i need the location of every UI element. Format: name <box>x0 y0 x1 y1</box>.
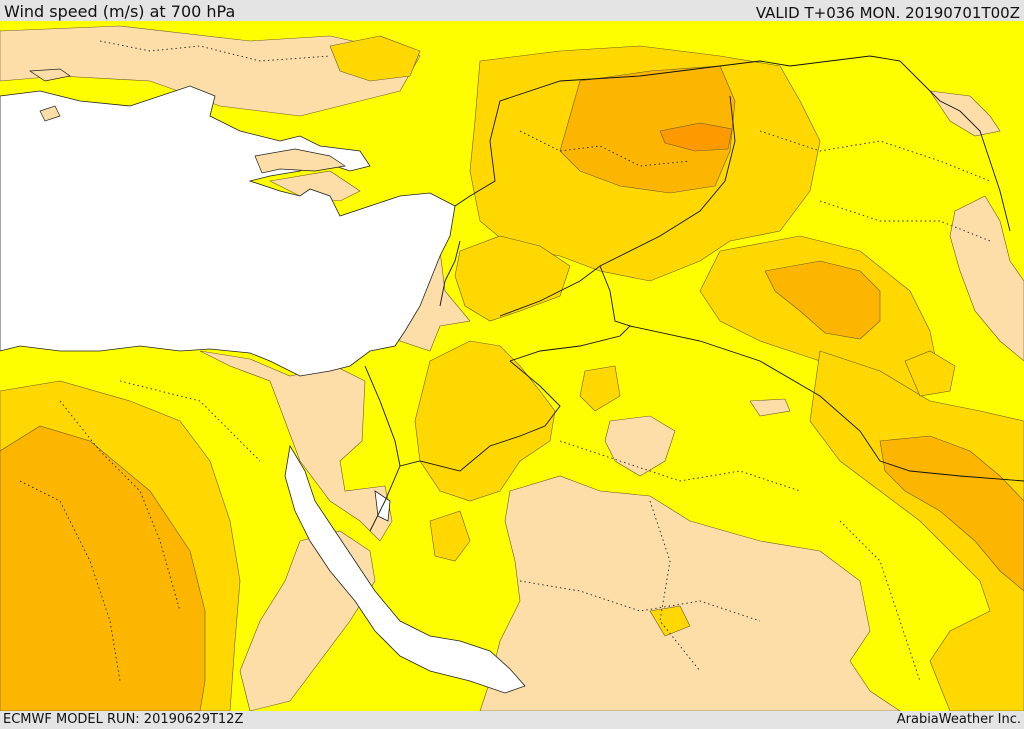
wind-speed-map[interactable] <box>0 21 1024 711</box>
map-footer: ECMWF MODEL RUN: 20190629T12Z ArabiaWeat… <box>0 711 1024 729</box>
valid-time-label: VALID T+036 MON. 20190701T00Z <box>755 4 1020 22</box>
credit-label: ArabiaWeather Inc. <box>896 712 1021 727</box>
high-speed-areas <box>0 65 1024 711</box>
very-high-speed-areas <box>659 122 733 152</box>
map-title: Wind speed (m/s) at 700 hPa <box>4 2 236 21</box>
model-run-label: ECMWF MODEL RUN: 20190629T12Z <box>3 712 244 727</box>
map-canvas <box>0 21 1024 711</box>
country-borders <box>364 55 1024 532</box>
islands <box>28 68 346 174</box>
map-header: Wind speed (m/s) at 700 hPa VALID T+036 … <box>0 0 1024 22</box>
province-boundaries <box>19 40 991 682</box>
sea-areas <box>0 85 526 694</box>
